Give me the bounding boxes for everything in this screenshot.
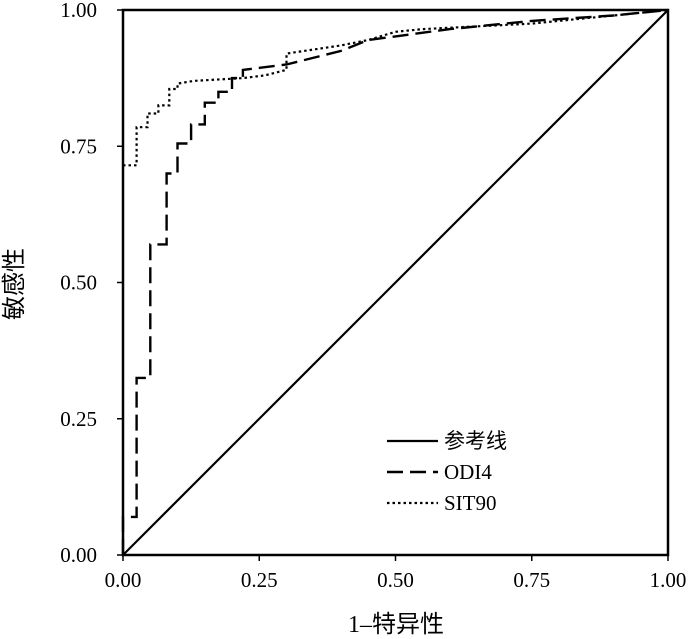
ticks-layer: 0.00 0.25 0.50 0.75 1.00 0.00 0.25 0.50 0.75 1.00 [60, 0, 686, 592]
y-tick-label: 0.75 [60, 134, 97, 158]
x-axis-title: 1–特异性 [348, 611, 444, 638]
series-line-0 [122, 9, 669, 556]
legend-label-2: SIT90 [444, 491, 497, 515]
x-tick-label: 0.50 [377, 568, 414, 592]
series-layer [121, 8, 669, 556]
legend: 参考线 ODI4 SIT90 [387, 429, 507, 515]
legend-label-1: ODI4 [444, 460, 492, 484]
x-tick-label: 0.25 [241, 568, 278, 592]
series-line-1 [121, 8, 669, 555]
series-line-2 [123, 8, 669, 167]
y-tick-label: 0.50 [60, 271, 97, 295]
x-tick-label: 1.00 [650, 568, 687, 592]
x-tick-label: 0.75 [513, 568, 550, 592]
y-tick-label: 0.00 [60, 543, 97, 567]
y-tick-label: 1.00 [60, 0, 97, 22]
y-axis-title: 敏感性 [1, 248, 28, 320]
y-tick-label: 0.25 [60, 407, 97, 431]
legend-label-0: 参考线 [444, 429, 507, 453]
x-tick-label: 0.00 [105, 568, 142, 592]
